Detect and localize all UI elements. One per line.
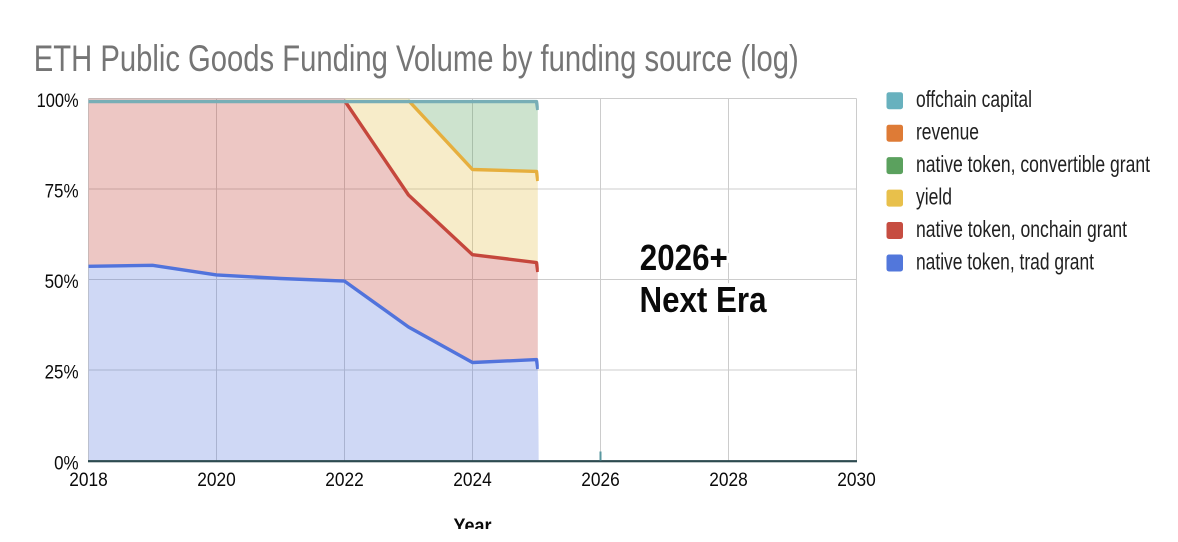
svg-text:100%: 100% (37, 90, 79, 112)
svg-text:native token, trad grant: native token, trad grant (916, 248, 1094, 274)
svg-text:75%: 75% (45, 181, 79, 203)
svg-text:native token, onchain grant: native token, onchain grant (916, 216, 1127, 242)
svg-text:native token, convertible gran: native token, convertible grant (916, 151, 1150, 177)
svg-text:offchain capital: offchain capital (916, 86, 1032, 112)
svg-text:2026: 2026 (581, 469, 620, 491)
svg-text:yield: yield (916, 183, 952, 209)
svg-text:revenue: revenue (916, 119, 979, 145)
svg-text:2020: 2020 (197, 469, 236, 491)
svg-text:2030: 2030 (837, 469, 876, 491)
svg-text:25%: 25% (45, 362, 79, 384)
svg-text:ETH Public Goods Funding Volum: ETH Public Goods Funding Volume by fundi… (34, 37, 799, 79)
svg-text:2026+: 2026+ (640, 237, 728, 278)
svg-text:50%: 50% (45, 271, 79, 293)
svg-text:2018: 2018 (69, 469, 108, 491)
svg-text:2022: 2022 (325, 469, 364, 491)
svg-text:2028: 2028 (709, 469, 748, 491)
svg-text:0%: 0% (54, 453, 79, 475)
svg-text:Year: Year (454, 516, 492, 530)
svg-text:2024: 2024 (453, 469, 492, 491)
svg-text:Next Era: Next Era (640, 279, 768, 320)
